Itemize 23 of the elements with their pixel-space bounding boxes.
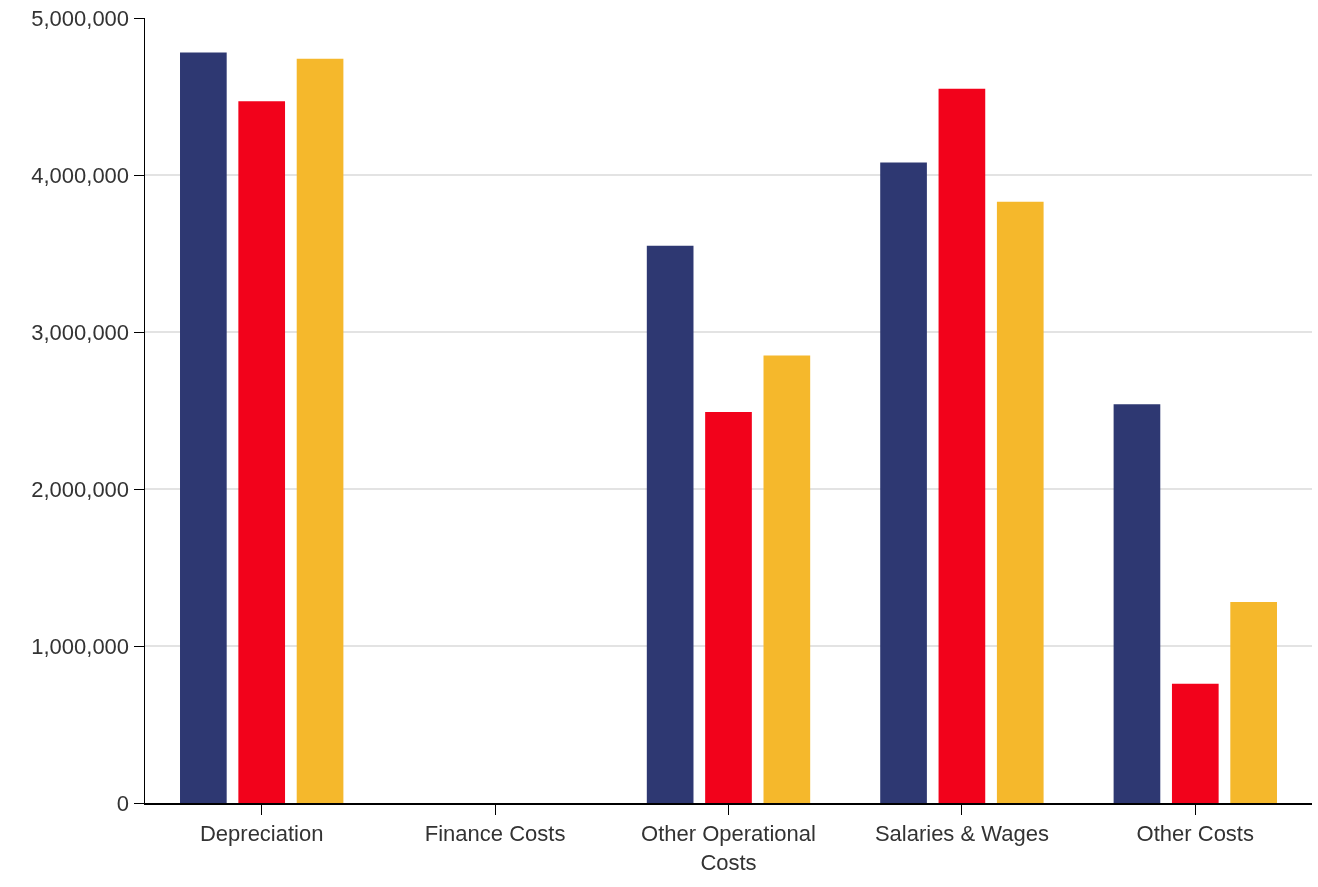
bar (1230, 602, 1277, 803)
bar (1171, 683, 1219, 803)
bar (880, 162, 927, 803)
x-tick-label: Salaries & Wages (874, 820, 1049, 846)
y-tick-label: 0 (116, 790, 130, 816)
x-tick-label: Finance Costs (424, 820, 566, 846)
bar (1113, 404, 1161, 803)
y-tick-label: 1,000,000 (31, 633, 130, 659)
y-tick-label: 2,000,000 (31, 476, 130, 502)
bar (996, 201, 1044, 803)
bar (705, 412, 752, 803)
bar (763, 355, 811, 803)
y-tick-label: 3,000,000 (31, 319, 130, 345)
bar (938, 88, 986, 803)
x-tick-label: Other Operational Costs (641, 820, 816, 875)
y-tick-label: 5,000,000 (31, 5, 130, 31)
bar (180, 52, 227, 803)
x-tick-label: Depreciation (199, 820, 324, 846)
bar (646, 245, 694, 803)
y-tick-label: 4,000,000 (31, 162, 130, 188)
bar (238, 101, 286, 803)
bar (296, 58, 344, 803)
x-tick-label: Other Costs (1136, 820, 1254, 846)
